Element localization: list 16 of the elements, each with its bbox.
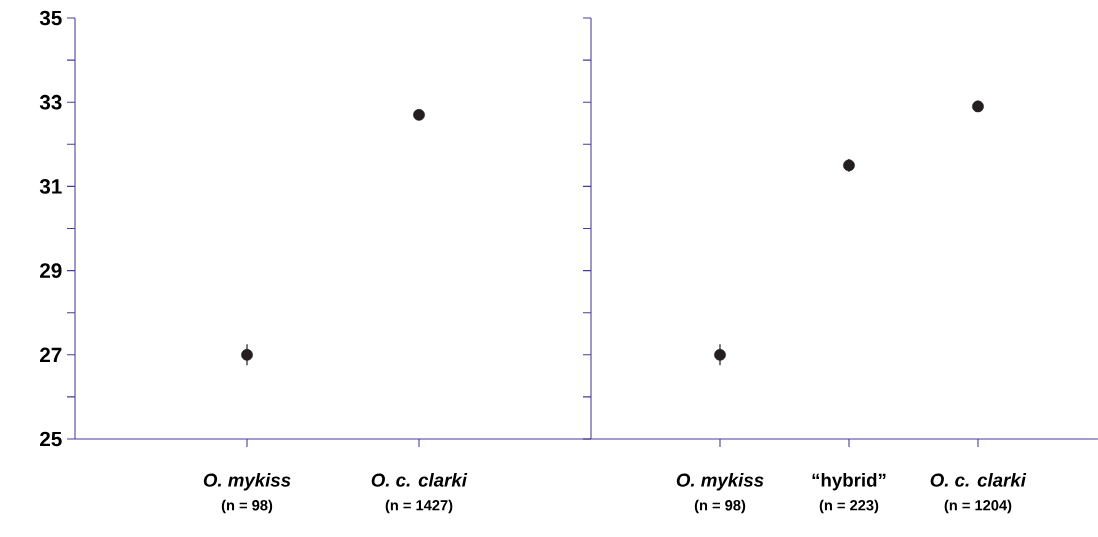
y-tick-label: 33 [39,94,62,110]
text: (n = 98) [221,499,273,514]
text: (n = 98) [694,499,746,514]
x-tick-label: O. mykiss [203,473,291,491]
y-tick-label: 29 [40,263,62,278]
y-tick-label: 27 [40,347,62,363]
y-tick-label: 35 [39,10,62,26]
x-tick-label: O. mykiss [676,473,764,491]
x-tick-label: “hybrid” [812,473,886,491]
text: (n = 1427) [385,499,453,514]
x-tick-label: O. c. clarki [930,473,1027,487]
text: (n = 1204) [944,499,1012,514]
y-tick-label: 31 [39,179,62,194]
text: (n = 223) [819,499,879,514]
y-tick-label: 25 [40,431,62,447]
x-tick-label: O. c. clarki [371,473,468,487]
